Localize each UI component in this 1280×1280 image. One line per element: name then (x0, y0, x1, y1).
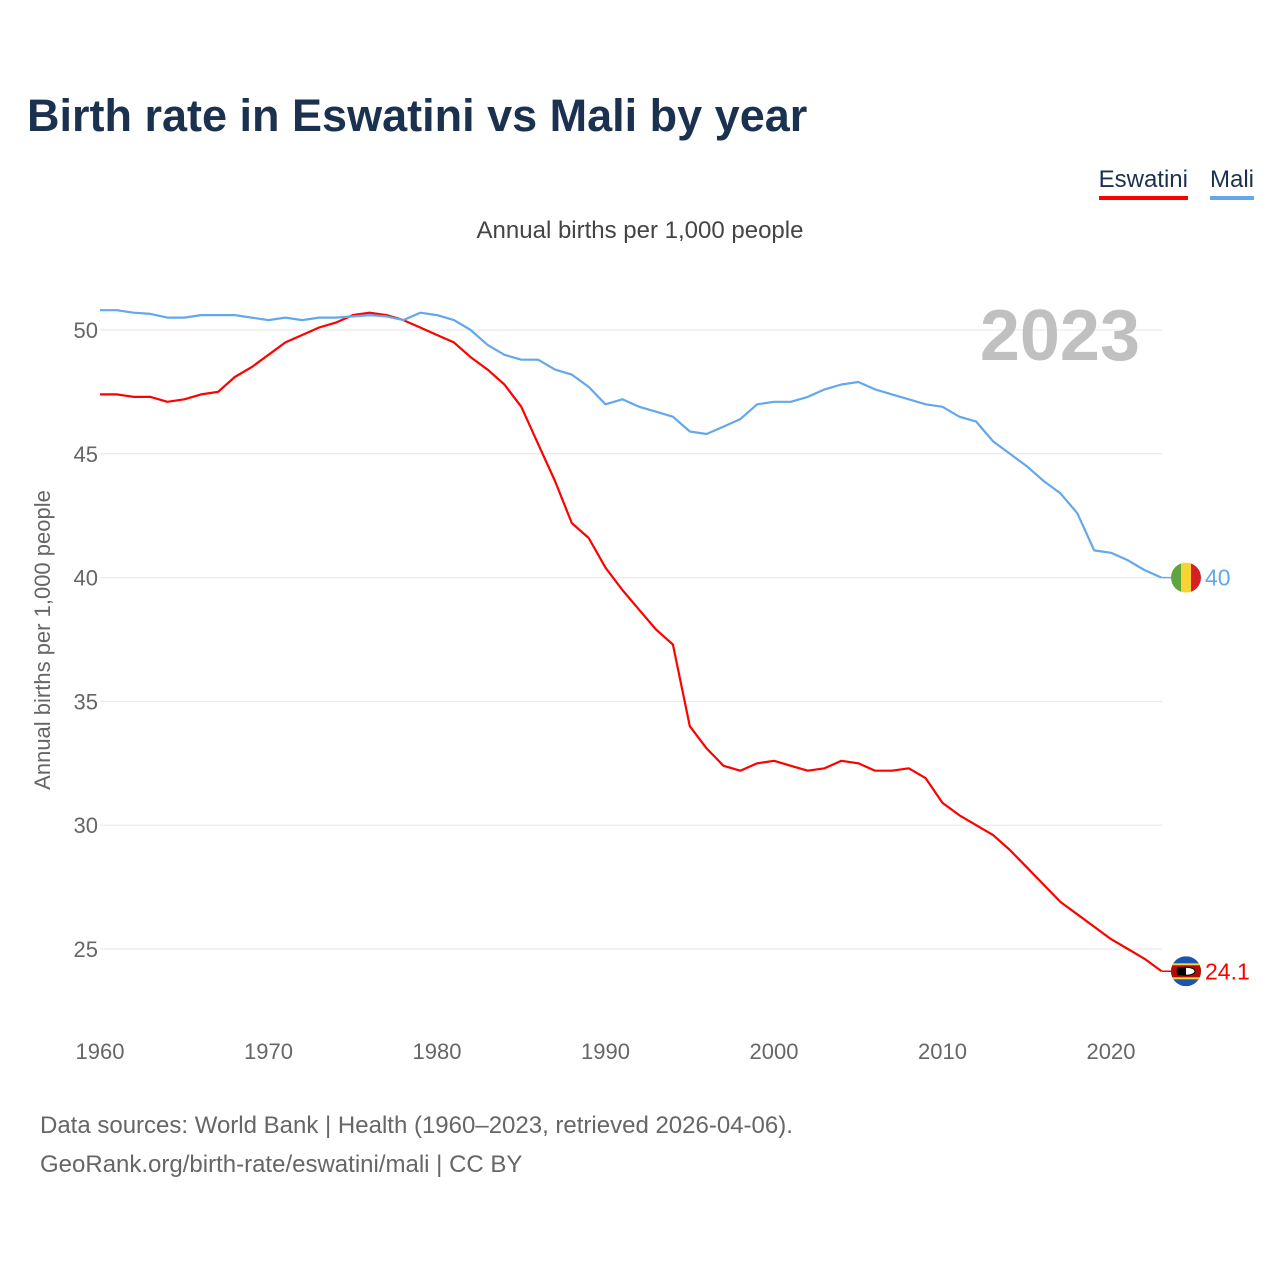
source-line-1: Data sources: World Bank | Health (1960–… (40, 1112, 793, 1139)
series-line-mali[interactable] (100, 309, 1163, 579)
legend: Eswatini Mali (1098, 166, 1254, 200)
y-tick-label: 35 (74, 689, 98, 714)
y-tick-label: 40 (74, 566, 98, 591)
source-note: Data sources: World Bank | Health (1960–… (40, 1106, 793, 1184)
legend-item-mali[interactable]: Mali (1209, 166, 1254, 200)
year-badge: 2023 (980, 296, 1140, 376)
x-tick-label: 2020 (1087, 1039, 1136, 1064)
mali-flag-icon (1171, 562, 1201, 593)
end-value-label-mali: 40 (1205, 565, 1231, 591)
x-tick-label: 2010 (918, 1039, 967, 1064)
series-line-eswatini[interactable] (100, 311, 1163, 973)
y-axis-label: Annual births per 1,000 people (30, 490, 55, 790)
line-chart: 25 30 35 40 45 50 1960 1970 1980 1990 2000 2010 2020… (30, 296, 1250, 1064)
legend-item-eswatini[interactable]: Eswatini (1098, 166, 1188, 200)
x-tick-label: 1990 (581, 1039, 630, 1064)
eswatini-flag-icon (1171, 956, 1201, 987)
y-tick-label: 30 (74, 813, 98, 838)
chart-title: Birth rate in Eswatini vs Mali by year (27, 90, 808, 141)
x-tick-label: 2000 (750, 1039, 799, 1064)
y-tick-label: 25 (74, 937, 98, 962)
chart-subtitle: Annual births per 1,000 people (476, 217, 804, 244)
x-tick-label: 1980 (413, 1039, 462, 1064)
y-tick-label: 45 (74, 442, 98, 467)
source-link[interactable]: GeoRank.org/birth-rate/eswatini/mali | C… (40, 1151, 523, 1178)
x-tick-label: 1970 (244, 1039, 293, 1064)
end-value-label-eswatini: 24.1 (1205, 958, 1250, 984)
x-tick-label: 1960 (76, 1039, 125, 1064)
y-tick-label: 50 (74, 318, 98, 343)
